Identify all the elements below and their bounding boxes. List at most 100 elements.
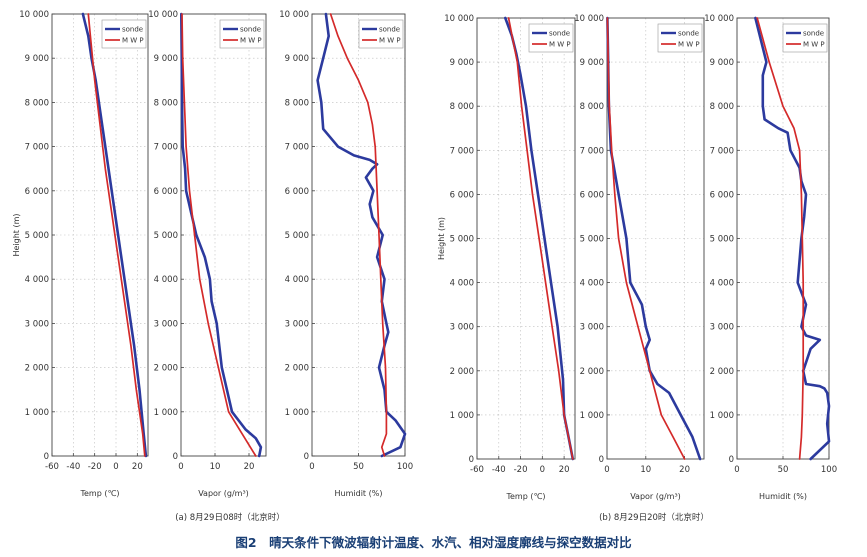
legend-label-sonde: sonde	[549, 30, 570, 38]
y-tick-label: 3 000	[285, 319, 309, 329]
x-tick-label: -20	[514, 465, 528, 475]
legend-label-sonde: sonde	[803, 30, 824, 38]
y-tick-label: 8 000	[580, 102, 604, 112]
x-tick-label: 50	[778, 465, 789, 475]
series-line-mwp	[606, 17, 686, 460]
y-tick-label: 8 000	[450, 102, 474, 112]
y-tick-label: 10 000	[444, 14, 474, 24]
y-tick-label: 1 000	[154, 408, 178, 418]
y-tick-label: 0	[599, 455, 604, 465]
y-tick-label: 5 000	[580, 235, 604, 245]
y-tick-label: 4 000	[710, 279, 734, 289]
x-tick-label: 50	[353, 462, 364, 472]
legend-label-sonde: sonde	[122, 26, 143, 34]
y-tick-label: 7 000	[450, 146, 474, 156]
x-tick-label: 0	[540, 465, 545, 475]
x-axis-title: Humidit (%)	[759, 492, 807, 501]
y-tick-label: 10 000	[574, 14, 604, 24]
legend-box	[219, 19, 265, 49]
y-tick-label: 4 000	[580, 279, 604, 289]
x-tick-label: -60	[45, 462, 59, 472]
series-line-mwp	[756, 17, 805, 460]
chart-a-vapor: 0 1 000 2 000 3 000 4 000 5 000 6 000 7 000 8 00…	[148, 10, 267, 498]
x-tick-label: 10	[210, 462, 221, 472]
series-line-mwp	[507, 17, 574, 460]
y-tick-label: 1 000	[25, 408, 49, 418]
y-tick-label: 0	[469, 455, 474, 465]
chart-b-temp: 0 1 000 2 000 3 000 4 000 5 000 6 000 7 000 8 00…	[437, 14, 576, 501]
y-tick-label: 1 000	[580, 411, 604, 421]
x-tick-label: -40	[66, 462, 80, 472]
legend-label-mwp: M W P	[379, 37, 401, 45]
series-line-sonde	[316, 12, 407, 458]
panel-label: (a) 8月29日08时（北京时）	[175, 512, 285, 523]
y-tick-label: 3 000	[450, 323, 474, 333]
y-tick-label: 4 000	[25, 275, 49, 285]
x-tick-label: 100	[397, 462, 413, 472]
x-tick-label: 10	[640, 465, 651, 475]
y-tick-label: 7 000	[154, 143, 178, 153]
y-tick-label: 6 000	[285, 187, 309, 197]
y-tick-label: 9 000	[25, 54, 49, 64]
y-tick-label: 5 000	[710, 235, 734, 245]
y-tick-label: 9 000	[285, 54, 309, 64]
y-tick-label: 4 000	[450, 279, 474, 289]
y-tick-label: 5 000	[285, 231, 309, 241]
legend-box	[528, 23, 574, 53]
y-tick-label: 3 000	[154, 319, 178, 329]
y-tick-label: 0	[304, 452, 309, 462]
legend-box	[358, 19, 404, 49]
legend-label-mwp: M W P	[122, 37, 144, 45]
chart-a-temp: 0 1 000 2 000 3 000 4 000 5 000 6 000 7 000 8 00…	[12, 10, 149, 498]
y-tick-label: 6 000	[154, 187, 178, 197]
legend-label-mwp: M W P	[678, 41, 700, 49]
series-line-mwp	[329, 13, 388, 457]
y-tick-label: 2 000	[25, 364, 49, 374]
x-axis-title: Temp (℃)	[505, 492, 545, 501]
x-tick-label: 20	[679, 465, 690, 475]
legend-label-sonde: sonde	[678, 30, 699, 38]
y-tick-label: 1 000	[450, 411, 474, 421]
series-line-sonde	[606, 16, 702, 461]
series-line-mwp	[87, 13, 146, 457]
chart-b-humid: 0 1 000 2 000 3 000 4 000 5 000 6 000 7 000 8 00…	[704, 14, 837, 501]
series-line-mwp	[181, 13, 257, 457]
x-tick-label: 20	[559, 465, 570, 475]
y-tick-label: 3 000	[580, 323, 604, 333]
y-tick-label: 9 000	[154, 54, 178, 64]
y-tick-label: 0	[729, 455, 734, 465]
y-tick-label: 7 000	[25, 143, 49, 153]
y-tick-label: 10 000	[704, 14, 734, 24]
y-tick-label: 2 000	[580, 367, 604, 377]
legend-label-sonde: sonde	[240, 26, 261, 34]
y-tick-label: 8 000	[154, 98, 178, 108]
y-tick-label: 2 000	[154, 364, 178, 374]
y-tick-label: 5 000	[154, 231, 178, 241]
y-tick-label: 7 000	[285, 143, 309, 153]
chart-a-humid: 0 1 000 2 000 3 000 4 000 5 000 6 000 7 000 8 00…	[279, 10, 413, 498]
y-tick-label: 8 000	[285, 98, 309, 108]
y-tick-label: 6 000	[25, 187, 49, 197]
y-axis-title: Height (m)	[12, 213, 21, 256]
series-line-sonde	[754, 16, 831, 461]
x-tick-label: 0	[734, 465, 739, 475]
y-tick-label: 4 000	[285, 275, 309, 285]
figure-caption: 图2 晴天条件下微波辐射计温度、水汽、相对湿度廓线与探空数据对比	[235, 535, 632, 550]
x-tick-label: 0	[113, 462, 118, 472]
y-tick-label: 0	[44, 452, 49, 462]
y-tick-label: 2 000	[450, 367, 474, 377]
y-tick-label: 6 000	[450, 190, 474, 200]
y-tick-label: 7 000	[710, 146, 734, 156]
x-axis-title: Humidit (%)	[335, 489, 383, 498]
y-tick-label: 10 000	[148, 10, 178, 20]
x-tick-label: -60	[470, 465, 484, 475]
x-tick-label: 0	[604, 465, 609, 475]
y-tick-label: 1 000	[710, 411, 734, 421]
y-tick-label: 4 000	[154, 275, 178, 285]
y-tick-label: 6 000	[580, 190, 604, 200]
x-tick-label: 20	[132, 462, 143, 472]
y-tick-label: 10 000	[279, 10, 309, 20]
x-tick-label: 100	[821, 465, 837, 475]
legend-label-mwp: M W P	[803, 41, 825, 49]
